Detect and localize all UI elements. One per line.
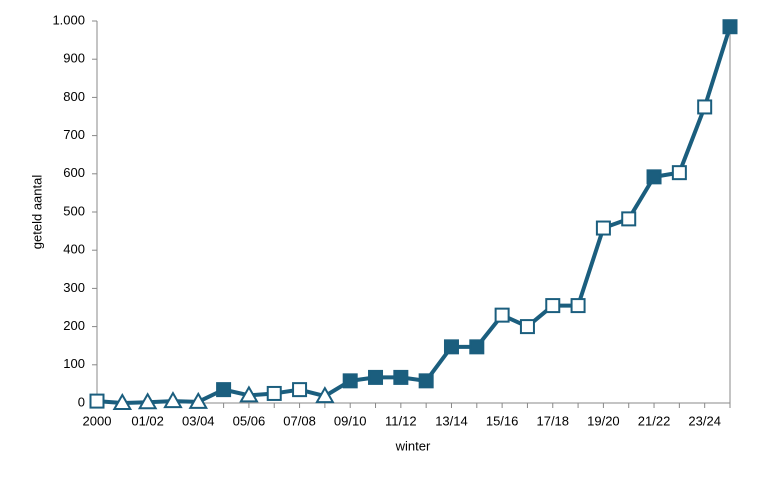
marker: [545, 298, 561, 314]
marker: [494, 307, 510, 323]
marker: [188, 391, 209, 409]
marker: [722, 19, 738, 35]
x-tick-label: 09/10: [334, 413, 367, 428]
x-tick-label: 11/12: [385, 413, 417, 428]
marker: [89, 393, 105, 409]
y-tick-label: 900: [63, 51, 85, 66]
x-tick-label: 05/06: [233, 413, 266, 428]
x-tick-label: 01/02: [131, 413, 164, 428]
y-tick-label: 500: [63, 203, 85, 218]
y-axis-label: geteld aantal: [29, 175, 44, 250]
x-axis-label: winter: [395, 438, 431, 453]
marker: [315, 386, 335, 404]
marker: [266, 385, 282, 401]
marker: [163, 391, 183, 409]
marker: [646, 169, 662, 185]
y-tick-label: 300: [63, 280, 85, 295]
x-tick-label: 23/24: [688, 413, 721, 428]
x-tick-label: 03/04: [182, 413, 215, 428]
y-tick-label: 700: [63, 127, 85, 142]
marker: [595, 220, 611, 236]
marker: [292, 382, 308, 398]
y-tick-label: 200: [63, 318, 85, 333]
marker: [570, 298, 586, 314]
x-tick-label: 19/20: [587, 413, 620, 428]
x-tick-label: 17/18: [536, 413, 569, 428]
marker: [697, 99, 713, 115]
y-tick-label: 1.000: [52, 12, 85, 27]
marker: [519, 319, 535, 335]
y-tick-label: 400: [63, 242, 85, 257]
marker: [112, 392, 133, 410]
y-tick-label: 0: [78, 394, 85, 409]
y-tick-label: 800: [63, 89, 85, 104]
marker: [443, 339, 459, 355]
marker: [137, 392, 158, 410]
marker: [342, 373, 358, 389]
marker: [239, 385, 259, 403]
marker: [671, 165, 687, 181]
x-tick-label: 13/14: [435, 413, 468, 428]
x-tick-label: 07/08: [283, 413, 316, 428]
marker: [418, 373, 434, 389]
x-tick-label: 21/22: [638, 413, 671, 428]
marker: [216, 382, 232, 398]
y-tick-label: 100: [63, 356, 85, 371]
marker: [469, 339, 485, 355]
x-tick-label: 15/16: [486, 413, 519, 428]
marker: [393, 369, 409, 385]
marker: [368, 369, 384, 385]
x-tick-label: 2000: [83, 413, 112, 428]
marker: [621, 211, 637, 227]
y-tick-label: 600: [63, 165, 85, 180]
